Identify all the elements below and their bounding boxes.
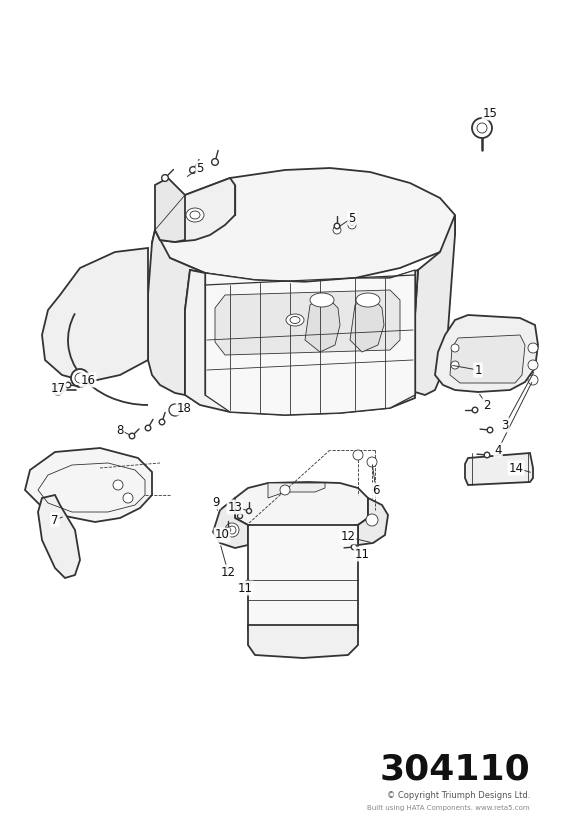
Circle shape [472,407,478,413]
Circle shape [71,369,89,387]
Circle shape [367,457,377,467]
Circle shape [228,526,236,534]
Circle shape [528,375,538,385]
Text: 9: 9 [212,495,220,508]
Circle shape [334,223,340,229]
Circle shape [225,523,239,537]
Text: 5: 5 [196,162,203,175]
Polygon shape [415,215,455,395]
Text: 5: 5 [348,212,356,224]
Circle shape [161,175,168,181]
Circle shape [451,361,459,369]
Polygon shape [248,525,358,648]
Circle shape [129,433,135,439]
Circle shape [351,544,357,550]
Circle shape [366,514,378,526]
Circle shape [53,385,63,395]
Polygon shape [450,335,525,383]
Circle shape [189,166,196,173]
Text: 1: 1 [474,363,482,377]
Polygon shape [465,453,533,485]
Text: 2: 2 [483,399,491,411]
Ellipse shape [356,293,380,307]
Text: 8: 8 [117,424,124,437]
Polygon shape [205,270,415,415]
Circle shape [349,219,355,225]
Text: 3: 3 [501,419,509,432]
Text: 11: 11 [354,547,370,560]
Ellipse shape [286,314,304,326]
Text: 14: 14 [508,461,524,475]
Circle shape [487,427,493,433]
Text: Built using HATA Components. www.reta5.com: Built using HATA Components. www.reta5.c… [367,805,530,811]
Text: 16: 16 [80,373,96,386]
Polygon shape [305,298,340,352]
Circle shape [528,360,538,370]
Polygon shape [38,495,80,578]
Circle shape [472,118,492,138]
Circle shape [353,450,363,460]
Polygon shape [268,483,325,498]
Text: 13: 13 [227,500,243,513]
Circle shape [237,513,243,518]
Circle shape [280,485,290,495]
Circle shape [245,580,251,586]
Circle shape [247,508,251,513]
Circle shape [484,452,490,458]
Polygon shape [155,178,185,242]
Text: 12: 12 [220,565,236,578]
Circle shape [169,404,181,416]
Polygon shape [152,168,455,282]
Circle shape [451,344,459,352]
Circle shape [226,527,230,532]
Circle shape [159,419,165,425]
Circle shape [123,493,133,503]
Polygon shape [155,178,235,242]
Text: 12: 12 [340,531,356,544]
Text: 11: 11 [237,582,252,594]
Polygon shape [248,625,358,658]
Text: © Copyright Triumph Designs Ltd.: © Copyright Triumph Designs Ltd. [387,790,530,799]
Text: 17: 17 [51,382,65,395]
Text: 10: 10 [215,528,230,541]
Circle shape [528,343,538,353]
Circle shape [145,425,151,431]
Circle shape [348,221,356,229]
Polygon shape [435,315,538,392]
Circle shape [333,226,341,234]
Ellipse shape [310,293,334,307]
Polygon shape [42,248,148,382]
Polygon shape [235,482,368,530]
Ellipse shape [290,316,300,324]
Polygon shape [358,498,388,545]
Circle shape [113,480,123,490]
Polygon shape [148,230,205,395]
Circle shape [477,123,487,133]
Text: 15: 15 [483,106,497,119]
Ellipse shape [186,208,204,222]
Text: 18: 18 [177,401,191,414]
Circle shape [65,382,71,388]
Circle shape [212,159,219,166]
Text: 304110: 304110 [380,753,530,787]
Polygon shape [185,270,418,415]
Polygon shape [215,290,400,355]
Text: 7: 7 [51,513,59,527]
Polygon shape [25,448,152,522]
Text: 6: 6 [373,484,380,497]
Polygon shape [350,298,384,352]
Circle shape [75,373,85,383]
Text: 4: 4 [494,443,502,456]
Ellipse shape [190,211,200,219]
Polygon shape [213,498,248,548]
